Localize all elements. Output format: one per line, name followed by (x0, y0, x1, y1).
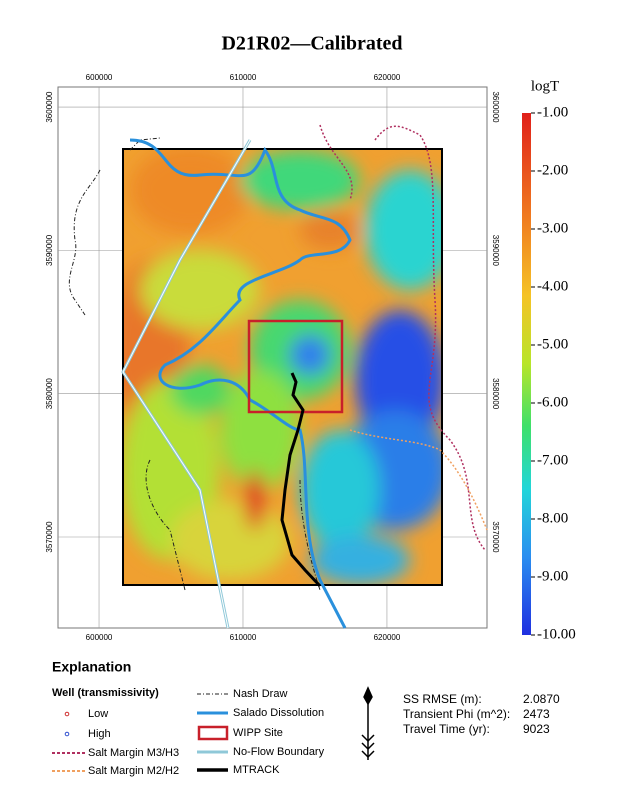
legend-item: High (88, 728, 111, 740)
legend-title: Explanation (52, 659, 131, 675)
y-tick-label: 3600000 (45, 91, 54, 123)
legend-item: No-Flow Boundary (233, 746, 325, 758)
colorbar-label: -2.00 (537, 162, 568, 178)
colorbar-label: -10.00 (537, 626, 576, 642)
y-tick-label: 3580000 (45, 378, 54, 410)
x-tick-label: 600000 (86, 73, 113, 82)
legend-item: WIPP Site (233, 727, 283, 739)
raster-boundary (122, 148, 443, 586)
low-symbol (64, 711, 70, 717)
colorbar-label: -4.00 (537, 278, 568, 294)
stat-label: SS RMSE (m): (403, 692, 482, 706)
colorbar-label: -8.00 (537, 510, 568, 526)
well-title: Well (transmissivity) (52, 687, 159, 699)
legend-item: Salt Margin M3/H3 (88, 747, 179, 759)
stat-value: 2.0870 (523, 692, 560, 706)
legend-item: Nash Draw (233, 688, 287, 700)
salt-margin-m2 (349, 429, 488, 531)
salt-margin-m3 (319, 124, 486, 551)
legend-item: Salt Margin M2/H2 (88, 765, 179, 777)
stat-value: 9023 (523, 722, 550, 736)
colorbar-label: -9.00 (537, 568, 568, 584)
colorbar-label: -3.00 (537, 220, 568, 236)
x-tick-label: 620000 (374, 73, 401, 82)
y-tick-label: 3590000 (45, 234, 54, 266)
wipp-site (247, 319, 344, 414)
x-tick-label: 620000 (374, 633, 401, 642)
x-tick-label: 600000 (86, 633, 113, 642)
no-flow-boundary-inner (122, 139, 251, 629)
mtrack (280, 372, 322, 588)
x-tick-label: 610000 (230, 73, 257, 82)
legend-item: Salado Dissolution (233, 707, 324, 719)
title: D21R02—Calibrated (221, 33, 402, 55)
legend-item: MTRACK (233, 764, 280, 776)
y-tick-label: 3600000 (491, 91, 500, 123)
high-symbol (64, 731, 70, 737)
colorbar-title: logT (531, 78, 559, 94)
stat-label: Travel Time (yr): (403, 722, 490, 736)
wipp-symbol (197, 725, 229, 741)
legend-item: Low (88, 708, 108, 720)
stat-value: 2473 (523, 707, 550, 721)
y-tick-label: 3580000 (491, 378, 500, 410)
y-tick-label: 3570000 (491, 521, 500, 553)
y-tick-label: 3570000 (45, 521, 54, 553)
north-arrow (361, 686, 375, 760)
colorbar-label: -5.00 (537, 336, 568, 352)
colorbar-label: -7.00 (537, 452, 568, 468)
colorbar (522, 113, 531, 635)
stat-label: Transient Phi (m^2): (403, 707, 510, 721)
y-tick-label: 3590000 (491, 235, 500, 267)
colorbar-label: -6.00 (537, 394, 568, 410)
x-tick-label: 610000 (230, 633, 257, 642)
colorbar-label: -1.00 (537, 104, 568, 120)
